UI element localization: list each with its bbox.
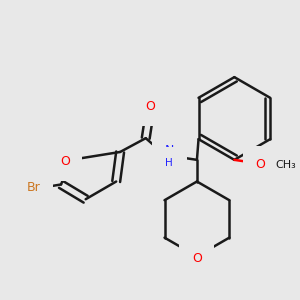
Text: CH₃: CH₃	[276, 160, 296, 170]
Text: Br: Br	[27, 181, 40, 194]
Text: O: O	[146, 100, 156, 113]
Text: O: O	[255, 158, 265, 171]
Text: O: O	[192, 252, 202, 265]
Text: O: O	[60, 155, 70, 168]
Text: N: N	[165, 145, 174, 158]
Text: H: H	[166, 158, 173, 168]
